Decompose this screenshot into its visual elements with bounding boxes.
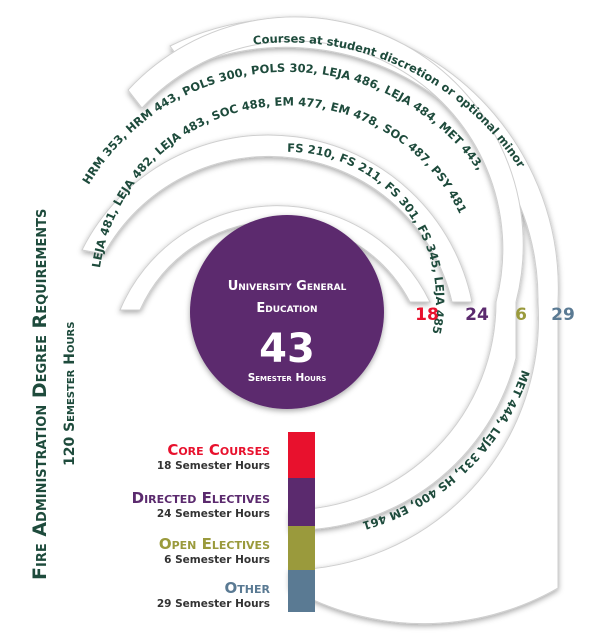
other-hours-value: 29 [551,305,575,325]
legend-item-core: Core Courses 18 Semester Hours [157,441,270,473]
legend-bar-other [288,570,315,612]
page-title: Fire Administration Degree Requirements [29,209,51,580]
legend-title-open: Open Electives [158,535,270,553]
ring-band-core [119,205,431,311]
legend-title-core: Core Courses [167,441,270,459]
general-education-unit: Semester Hours [248,372,327,384]
ring-band-directed [81,134,473,303]
legend-item-open: Open Electives 6 Semester Hours [159,535,270,567]
general-education-line1: University General [228,279,347,294]
legend-bar-core [288,432,315,478]
legend-item-other: Other 29 Semester Hours [157,579,270,611]
page-subtitle: 120 Semester Hours [62,322,78,466]
legend-hours-directed: 24 Semester Hours [156,508,270,520]
legend-hours-other: 29 Semester Hours [156,598,270,610]
legend-color-bar [288,432,315,612]
legend-hours-open: 6 Semester Hours [164,554,270,566]
general-education-circle [190,215,384,409]
legend-title-directed: Directed Electives [131,489,270,507]
legend-title-other: Other [224,579,270,597]
general-education-line2: Education [256,301,317,316]
legend-bar-open [288,526,315,570]
legend-hours-core: 18 Semester Hours [156,460,270,472]
legend-bar-directed [288,478,315,526]
open-hours-value: 6 [515,305,527,325]
legend-item-directed: Directed Electives 24 Semester Hours [132,489,270,521]
general-education-hours: 43 [259,326,315,372]
core-hours-value: 18 [415,305,439,325]
directed-hours-value: 24 [465,305,489,325]
